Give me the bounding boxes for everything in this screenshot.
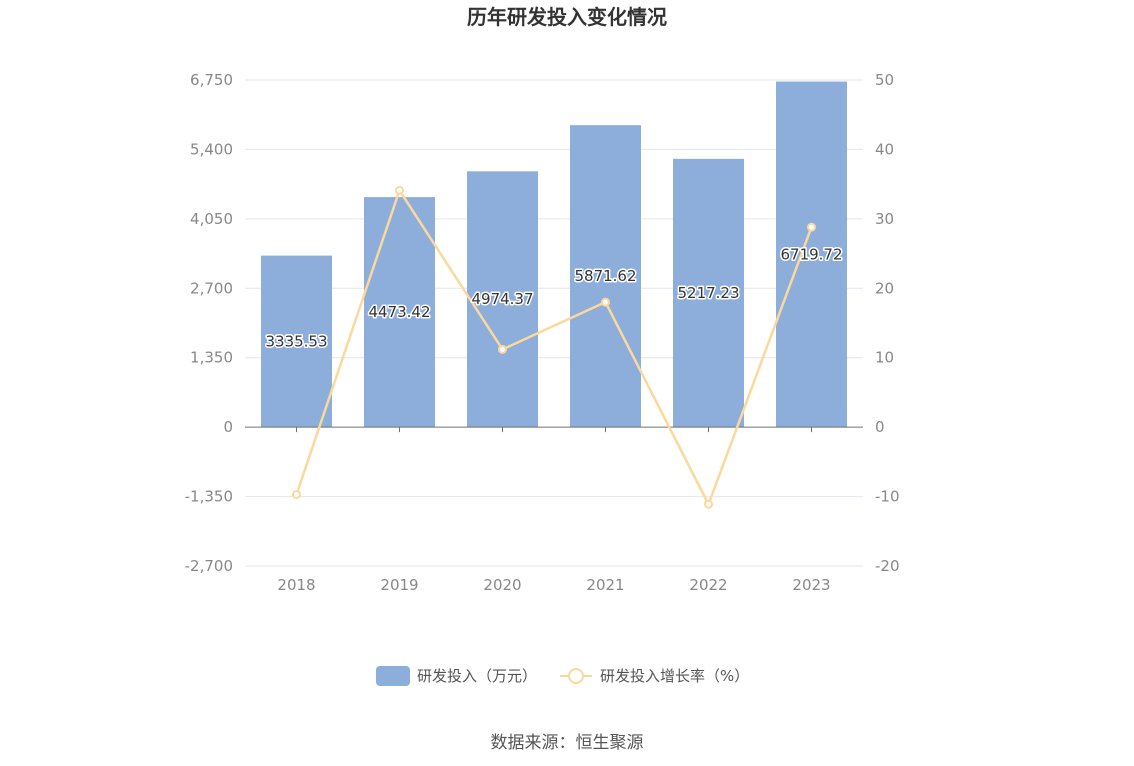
data-source: 数据来源：恒生聚源 <box>491 733 644 753</box>
gridlines <box>245 79 863 567</box>
y-left-tick-label: 5,400 <box>190 140 233 158</box>
data-labels: 3335.53 4473.42 4974.37 5871.62 5217.23 6719.… <box>264 244 844 352</box>
bar-data-label: 4473.42 <box>368 303 430 321</box>
x-tick-label: 2023 <box>792 576 830 594</box>
axes: -2,700 -1,350 0 1,350 2,700 4,050 5,400 6,750 -2… <box>185 71 900 594</box>
bar-data-label: 4974.37 <box>471 290 533 308</box>
y-right-tick-label: 30 <box>875 210 894 228</box>
bar <box>673 158 744 428</box>
y-right-tick-label: 40 <box>875 140 894 158</box>
bar <box>467 171 538 428</box>
legend[interactable]: 研发投入（万元） 研发投入增长率（%） <box>376 666 749 686</box>
line-point <box>498 344 507 354</box>
legend-item-line[interactable]: 研发投入增长率（%） <box>560 667 749 685</box>
bar <box>261 255 332 428</box>
y-left-tick-label: 1,350 <box>190 349 233 367</box>
bar <box>776 81 847 428</box>
y-left-tick-label: 2,700 <box>190 279 233 297</box>
y-left-tick-label: -1,350 <box>185 488 233 506</box>
bar <box>364 197 435 428</box>
line-point <box>601 297 610 307</box>
bar-data-label: 6719.72 <box>780 245 842 263</box>
chart-title: 历年研发投入变化情况 <box>467 5 667 29</box>
growth-rate-line <box>295 187 813 508</box>
x-tick-label: 2018 <box>277 576 315 594</box>
y-right-tick-label: 20 <box>875 279 894 297</box>
line-point <box>807 222 816 232</box>
y-right-tick-label: -20 <box>875 557 900 575</box>
legend-item-bar[interactable]: 研发投入（万元） <box>376 666 537 686</box>
bar-data-label: 5871.62 <box>574 267 636 285</box>
line-series <box>292 185 816 509</box>
x-tick-label: 2021 <box>586 576 624 594</box>
legend-bar-label: 研发投入（万元） <box>417 667 537 685</box>
bar-data-label: 3335.53 <box>265 332 327 350</box>
x-tick-label: 2020 <box>483 576 521 594</box>
y-right-tick-label: -10 <box>875 488 900 506</box>
x-tick-label: 2022 <box>689 576 727 594</box>
line-point <box>395 185 404 195</box>
bar-data-label: 5217.23 <box>677 284 739 302</box>
y-right-tick-label: 10 <box>875 349 894 367</box>
legend-bar-swatch <box>376 666 410 686</box>
y-left-tick-label: 4,050 <box>190 210 233 228</box>
line-point <box>292 489 301 499</box>
bar <box>570 125 641 428</box>
y-left-tick-label: 0 <box>223 418 233 436</box>
bar-series <box>261 81 847 428</box>
line-point <box>704 499 713 509</box>
y-left-tick-label: -2,700 <box>185 557 233 575</box>
y-right-tick-label: 50 <box>875 71 894 89</box>
y-left-tick-label: 6,750 <box>190 71 233 89</box>
x-tick-label: 2019 <box>380 576 418 594</box>
legend-line-label: 研发投入增长率（%） <box>600 667 749 685</box>
y-right-tick-label: 0 <box>875 418 885 436</box>
legend-line-marker <box>568 668 584 684</box>
